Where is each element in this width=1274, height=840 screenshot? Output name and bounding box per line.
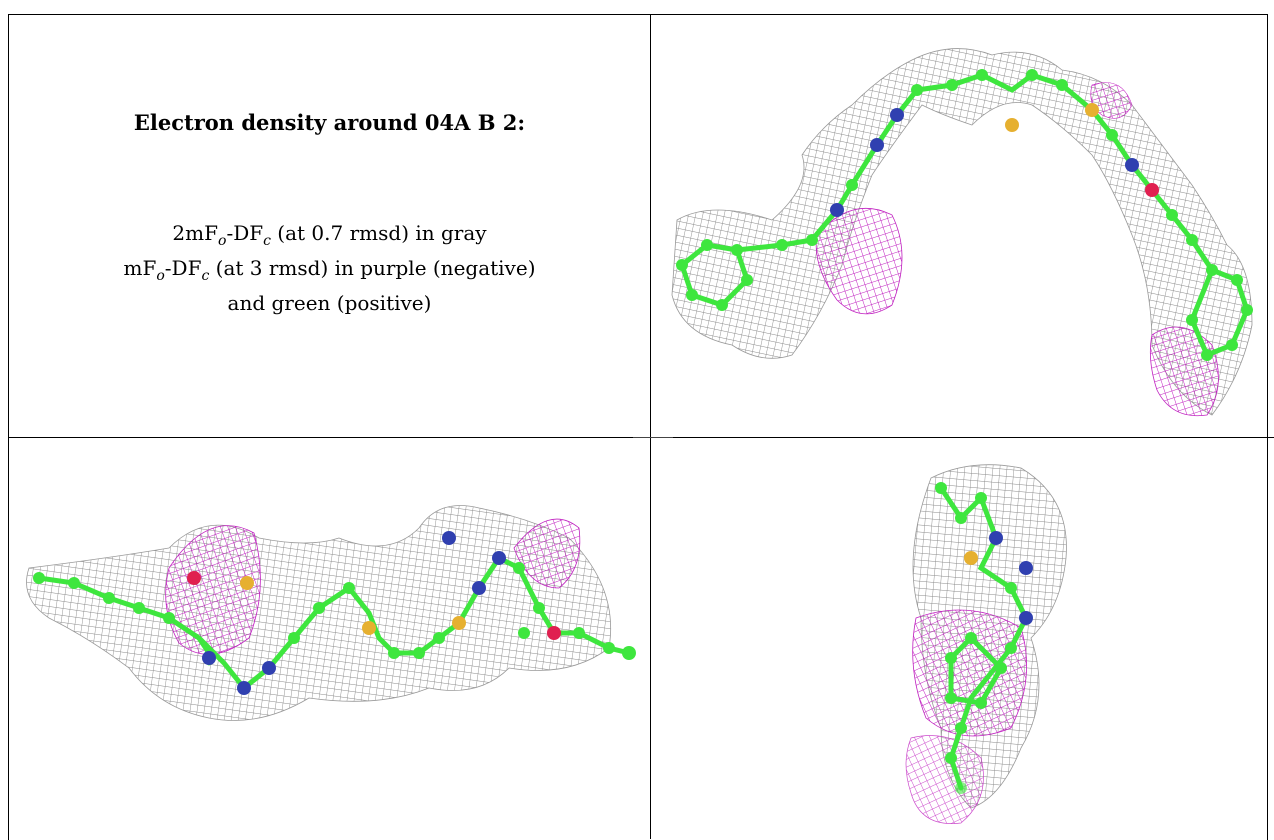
density-negative-2 <box>1149 326 1219 417</box>
ligand-atoms <box>676 69 1253 361</box>
table-frame <box>8 14 1268 840</box>
molecule-view-1 <box>671 48 1253 417</box>
caption-cell: Electron density around 04A B 2: 2mFo-DF… <box>9 15 650 437</box>
density-negative-1 <box>165 525 261 655</box>
view-bottom-right <box>651 438 1266 839</box>
caption-line-fofc: mFo-DFc (at 3 rmsd) in purple (negative) <box>123 256 536 284</box>
density-negative-1 <box>912 609 1028 737</box>
density-negative-1 <box>815 208 903 315</box>
density-negative-3 <box>1090 82 1133 119</box>
view-top-right <box>652 15 1266 436</box>
density-negative-2 <box>905 735 984 824</box>
molecule-view-3 <box>905 464 1067 824</box>
ligand-atoms <box>33 531 636 695</box>
table-divider-vertical <box>650 14 651 839</box>
ligand-atoms <box>935 482 1033 794</box>
caption-line-2fofc: 2mFo-DFc (at 0.7 rmsd) in gray <box>172 221 487 249</box>
caption-line-positive: and green (positive) <box>227 291 432 315</box>
caption-title: Electron density around 04A B 2: <box>133 110 526 135</box>
density-negative-2 <box>513 518 581 589</box>
table-divider-overhang <box>633 437 673 438</box>
view-bottom-left <box>9 438 650 839</box>
caption-description: 2mFo-DFc (at 0.7 rmsd) in gray mFo-DFc (… <box>9 220 650 317</box>
molecule-view-2 <box>26 505 636 721</box>
